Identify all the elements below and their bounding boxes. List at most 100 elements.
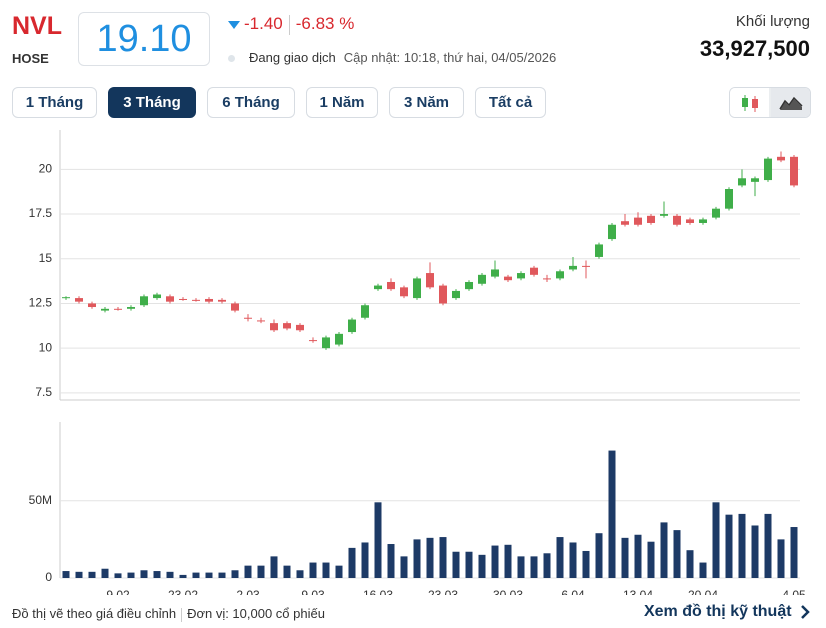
price: 19.10	[78, 12, 210, 66]
y-tick-label: 17.5	[29, 206, 53, 220]
volume-bar	[62, 571, 70, 578]
x-tick-label: 6.04	[561, 588, 585, 595]
candle-body	[75, 298, 83, 302]
candle-body	[465, 281, 473, 290]
candle-body	[309, 340, 317, 342]
candle-body	[738, 178, 746, 186]
chart-type-toggle[interactable]	[729, 87, 811, 118]
volume-bar	[712, 502, 720, 578]
candle-body	[361, 305, 369, 318]
volume-bar	[764, 513, 772, 578]
candle-body	[491, 269, 499, 277]
candle-body	[439, 285, 447, 304]
candle-body	[413, 278, 421, 299]
range-tab[interactable]: 1 Năm	[306, 87, 378, 118]
volume-bar	[426, 537, 434, 578]
x-tick-label: 2.03	[236, 588, 260, 595]
x-tick-label: 4.05	[782, 588, 806, 595]
range-tab[interactable]: 6 Tháng	[207, 87, 295, 118]
candle-body	[725, 189, 733, 209]
down-arrow	[228, 20, 240, 29]
symbol: NVL	[12, 12, 62, 40]
candle-body	[348, 319, 356, 333]
volume-bar	[153, 571, 161, 578]
x-tick-label: 30.03	[493, 588, 523, 595]
change: -1.40	[244, 14, 283, 33]
candle-body	[556, 271, 564, 279]
candle-body	[127, 307, 135, 309]
link-text[interactable]: Xem đồ thị kỹ thuật	[643, 603, 792, 620]
volume-bar	[504, 544, 512, 578]
range-tab[interactable]: 3 Tháng	[108, 87, 196, 118]
candle-body	[244, 317, 252, 319]
y-tick-label: 50M	[29, 493, 52, 507]
candle-body	[673, 215, 681, 225]
volume-bar	[595, 533, 603, 578]
candle-body	[699, 219, 707, 223]
candle-body	[335, 333, 343, 345]
candle-body	[192, 299, 200, 301]
candle-body	[322, 337, 330, 349]
change-percent: -6.83 %	[295, 14, 355, 33]
volume-bar	[751, 525, 759, 578]
technical-chart-link[interactable]: Xem đồ thị kỹ thuật	[644, 603, 810, 621]
candle-body	[764, 158, 772, 181]
candle-body	[569, 265, 577, 270]
candle-body	[504, 276, 512, 281]
volume-bar	[725, 514, 733, 578]
volume-bar	[348, 547, 356, 578]
volume-bar	[543, 553, 551, 578]
volume-bar	[166, 571, 174, 578]
change-block: -1.40 -6.83 %	[228, 14, 354, 35]
volume-bar	[270, 556, 278, 578]
volume-bar	[608, 450, 616, 578]
candle-body	[166, 296, 174, 302]
volume-bar	[686, 550, 694, 578]
candle-body	[517, 273, 525, 279]
volume-bar	[699, 562, 707, 578]
candle-body	[140, 296, 148, 306]
candle-body	[88, 303, 96, 308]
footer-unit: Đơn vị: 10,000 cổ phiếu	[187, 606, 325, 621]
candle-body	[101, 308, 109, 311]
volume-bar	[322, 562, 330, 578]
volume-bar	[647, 541, 655, 578]
candle-body	[62, 297, 70, 299]
range-tab[interactable]: 3 Năm	[389, 87, 464, 118]
candle-body	[608, 224, 616, 240]
volume-bar	[231, 570, 239, 578]
volume-bar	[790, 527, 798, 578]
candle-body	[283, 323, 291, 329]
candle-body	[634, 217, 642, 225]
candle-body	[777, 156, 785, 161]
volume-bar	[192, 572, 200, 578]
range-tab[interactable]: Tất cả	[475, 87, 546, 118]
candle-body	[582, 265, 590, 267]
volume-bar	[491, 545, 499, 578]
volume-bar	[777, 539, 785, 578]
y-tick-label: 20	[39, 162, 53, 176]
volume-bar	[218, 572, 226, 578]
candle-body	[790, 156, 798, 186]
candle-body	[452, 290, 460, 299]
volume-bar	[309, 562, 317, 578]
candle-body	[660, 214, 668, 216]
y-tick-label: 12.5	[29, 296, 53, 310]
candle-body	[374, 285, 382, 290]
candle-body	[153, 294, 161, 299]
candle-body	[543, 278, 551, 280]
range-tab[interactable]: 1 Tháng	[12, 87, 97, 118]
chevron	[801, 604, 810, 619]
volume-bar	[127, 572, 135, 578]
candle-body	[621, 221, 629, 225]
volume-bar	[569, 542, 577, 578]
volume-bar	[335, 565, 343, 578]
volume-label: Khối lượng	[735, 13, 810, 30]
volume-bar	[361, 542, 369, 578]
candle-body	[270, 323, 278, 331]
candle-body	[478, 274, 486, 284]
volume-bar	[114, 573, 122, 578]
volume: 33,927,500	[699, 36, 810, 61]
candle-body	[686, 219, 694, 223]
